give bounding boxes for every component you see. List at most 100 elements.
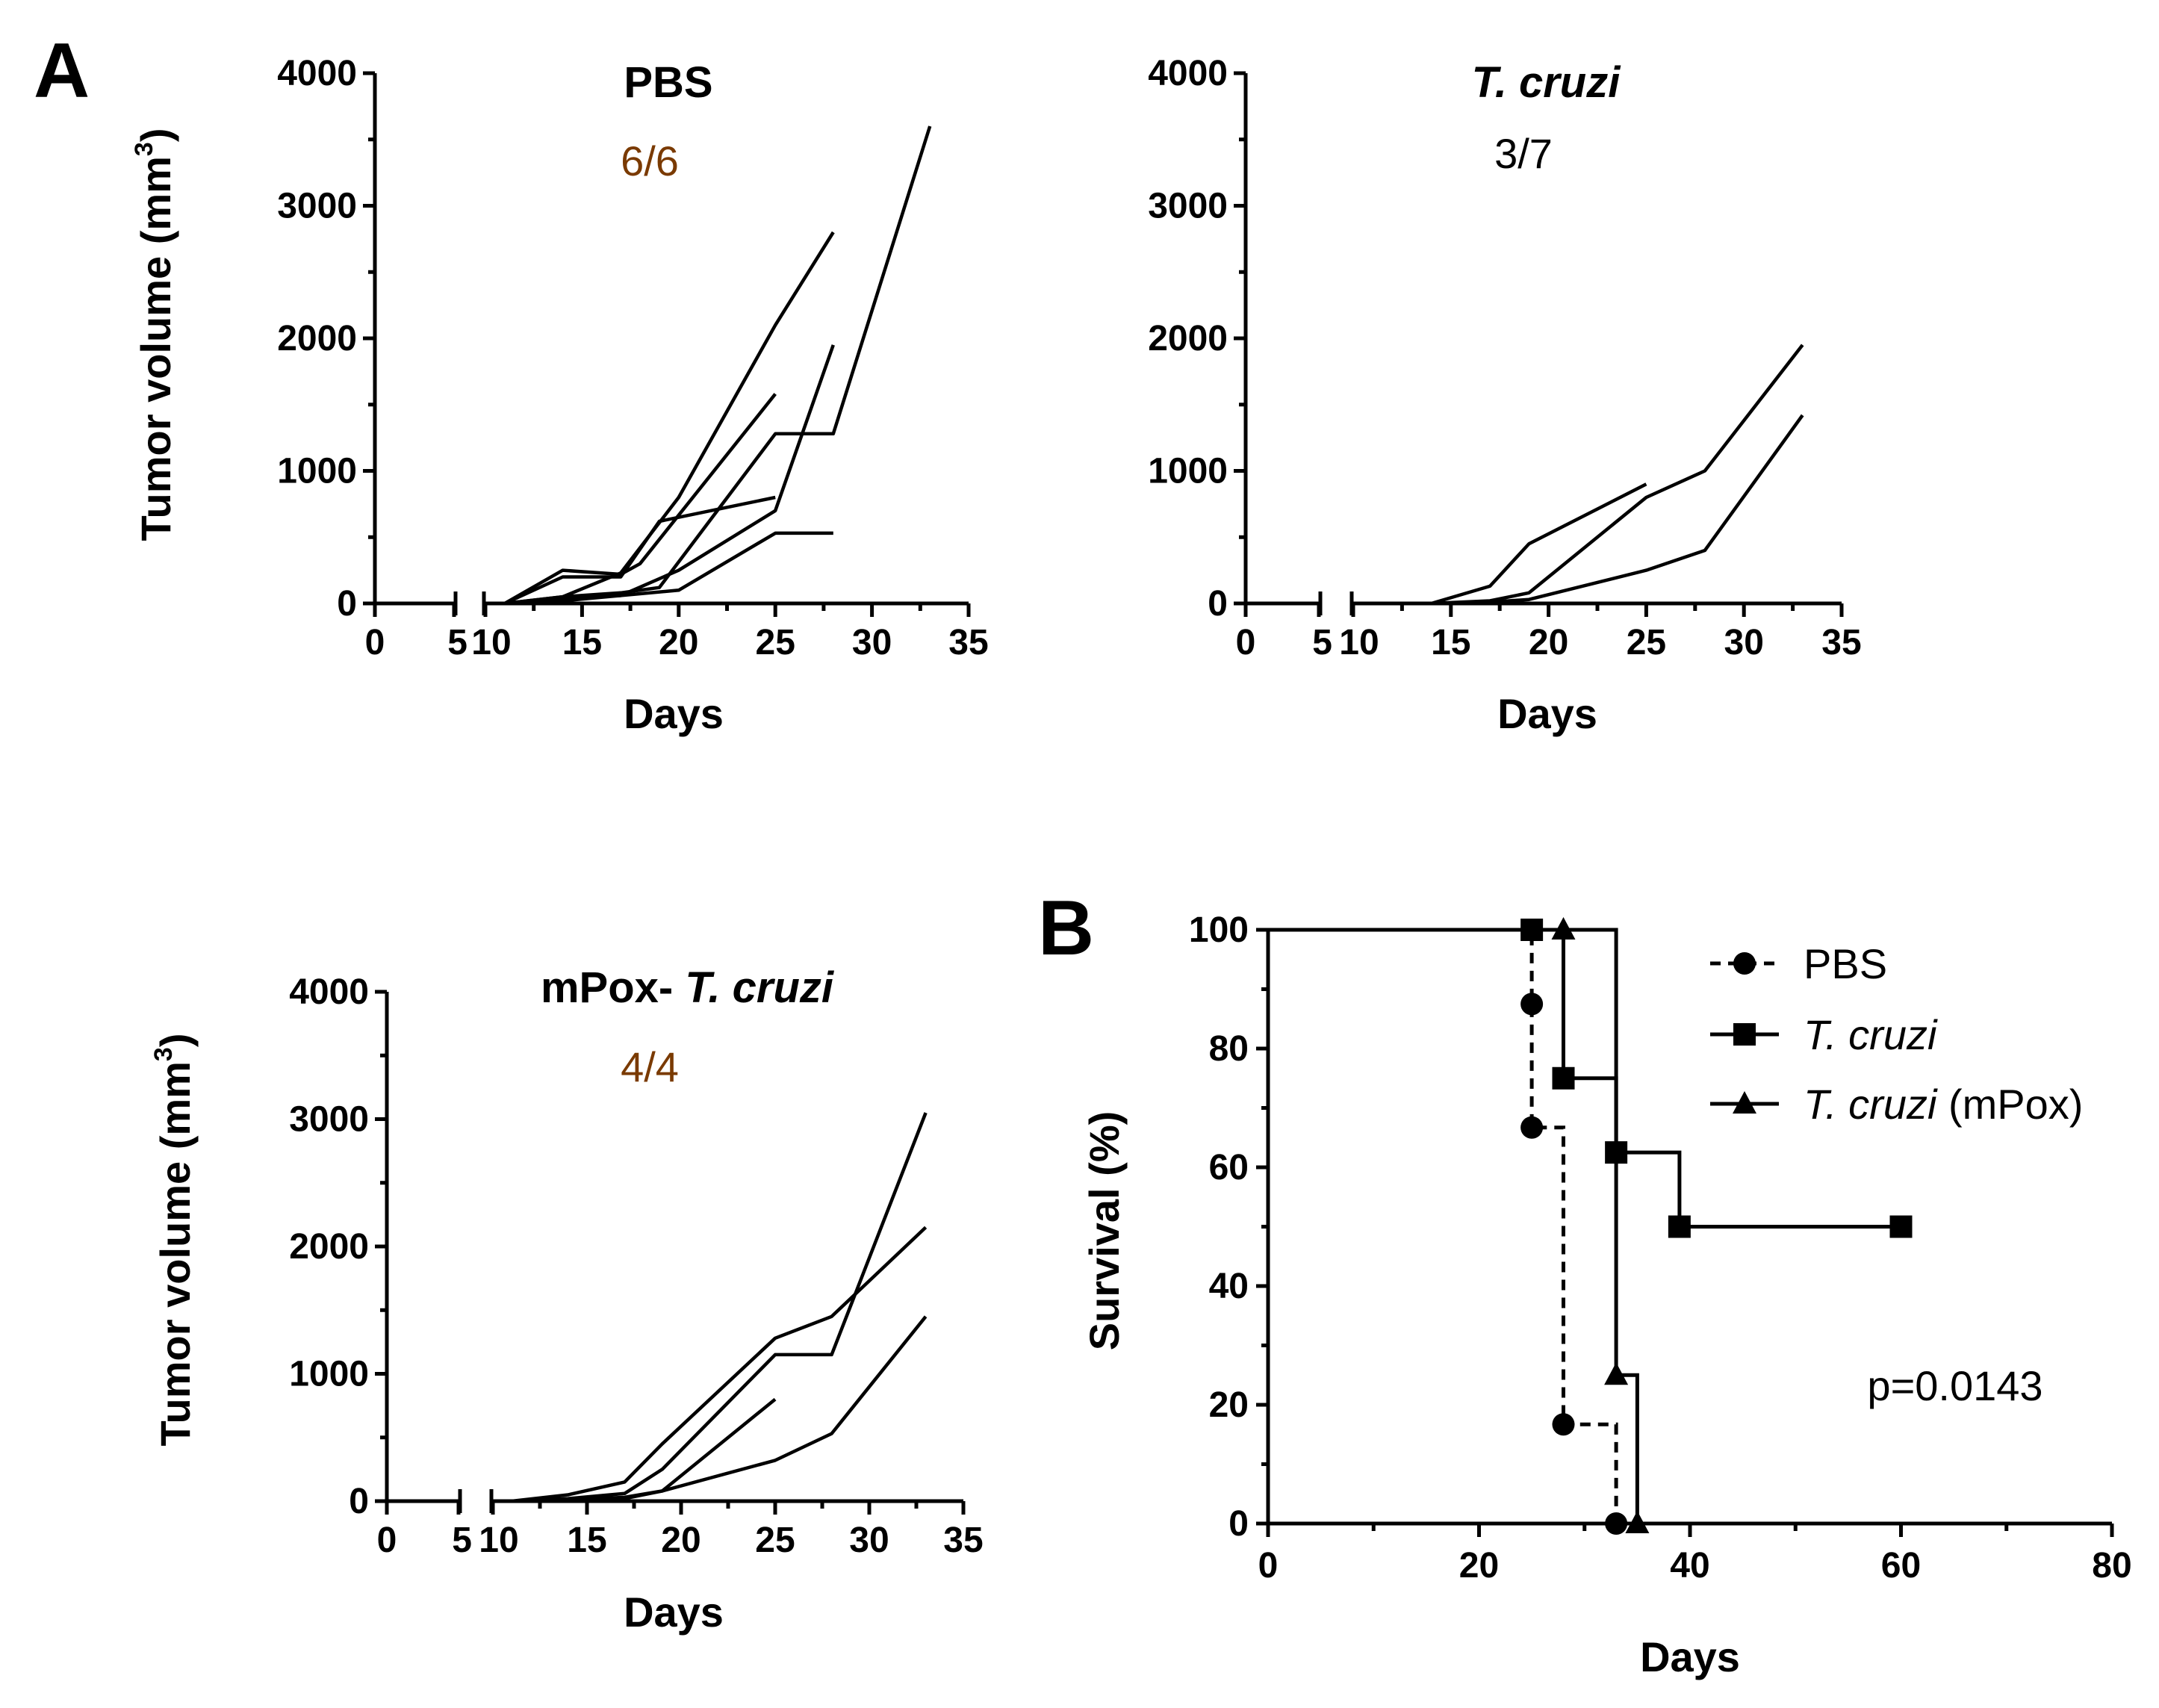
x-tick-label: 0	[365, 623, 385, 662]
x-tick-label: 10	[471, 623, 511, 662]
series-line	[1431, 414, 1804, 606]
legend-marker	[1733, 952, 1756, 975]
x-tick-label: 30	[1724, 623, 1764, 662]
x-tick-label: 25	[1627, 623, 1666, 662]
x-tick-label: 5	[452, 1521, 472, 1560]
x-tick-label: 10	[479, 1521, 518, 1560]
survival-marker	[1625, 1511, 1650, 1533]
x-tick-label: 0	[1258, 1546, 1279, 1586]
y-tick-label: 80	[1209, 1029, 1249, 1069]
chart-title: PBS	[624, 58, 712, 107]
series-line	[1430, 482, 1647, 606]
x-tick-label: 25	[756, 623, 795, 662]
x-tick-label: 5	[1312, 623, 1332, 662]
y-tick-label: 60	[1209, 1148, 1249, 1187]
series-line	[511, 1226, 928, 1503]
legend-label-name: PBS	[1804, 940, 1887, 987]
survival-curve	[1268, 928, 1618, 1524]
x-tick-label: 10	[1339, 623, 1379, 662]
survival-marker	[1552, 1066, 1575, 1090]
panel-b-label: B	[1038, 885, 1094, 972]
y-tick-label: 2000	[289, 1227, 369, 1267]
x-tick-label: 20	[1529, 623, 1568, 662]
series-group	[1430, 344, 1804, 606]
x-tick-label: 30	[849, 1521, 889, 1560]
axes: 0 20 40 60 80 100 0 20 40 60 80	[1189, 910, 2132, 1586]
chart-count: 6/6	[621, 137, 679, 184]
y-tick-label: 20	[1209, 1385, 1249, 1425]
legend-label: PBS	[1804, 940, 1887, 987]
x-tick-label: 15	[562, 623, 602, 662]
survival-curve	[1268, 928, 1639, 1524]
series-line	[503, 495, 776, 606]
series-line	[512, 1315, 928, 1503]
series-line	[504, 344, 835, 606]
survival-marker	[1668, 1215, 1691, 1238]
series-line	[568, 1397, 777, 1503]
y-tick-label: 0	[1208, 584, 1228, 624]
legend-label-suffix: (mPox)	[1936, 1081, 2083, 1128]
legend-label: T. cruzi (mPox)	[1804, 1081, 2083, 1128]
y-tick-label: 2000	[1148, 319, 1228, 358]
x-tick-label: 80	[2092, 1546, 2131, 1586]
y-tick-label: 0	[337, 584, 357, 624]
y-tick-label: 3000	[289, 1100, 369, 1140]
x-tick-label: 20	[661, 1521, 700, 1560]
panel-a-label: A	[34, 28, 90, 114]
y-axis-label: Tumor volume (mm3)	[130, 128, 179, 541]
series-group	[503, 125, 932, 606]
y-tick-label: 1000	[277, 452, 357, 491]
legend-label-name: T. cruzi	[1804, 1081, 1938, 1128]
x-tick-label: 40	[1670, 1546, 1709, 1586]
x-tick-label: 35	[1821, 623, 1861, 662]
series-line	[1431, 344, 1804, 606]
x-tick-label: 5	[447, 623, 467, 662]
y-tick-label: 4000	[289, 972, 369, 1012]
x-tick-label: 15	[1431, 623, 1470, 662]
chart-t-cruzi: T. cruzi 3/7 Days 0 1000 2000 3000 4000 0 5 10 1…	[1148, 54, 1861, 737]
x-tick-label: 20	[659, 623, 698, 662]
legend-label-name: T. cruzi	[1804, 1011, 1938, 1058]
chart-count: 4/4	[621, 1043, 679, 1090]
y-tick-label: 3000	[277, 187, 357, 226]
survival-marker	[1889, 1215, 1913, 1238]
chart-title: T. cruzi	[1472, 58, 1622, 107]
x-tick-label: 25	[755, 1521, 795, 1560]
chart-count: 3/7	[1494, 130, 1553, 177]
x-tick-label: 0	[1236, 623, 1256, 662]
legend-label: T. cruzi	[1804, 1011, 1938, 1058]
survival-marker	[1552, 1413, 1575, 1436]
x-tick-label: 35	[948, 623, 988, 662]
axes: 0 1000 2000 3000 4000 0 5 10 15 20 25 30 35	[289, 972, 983, 1560]
series-line	[512, 1112, 928, 1503]
x-axis-label: Days	[1640, 1633, 1740, 1680]
y-axis-label: Survival (%)	[1081, 1111, 1128, 1351]
x-axis-label: Days	[1497, 690, 1597, 737]
survival-marker	[1520, 993, 1544, 1016]
y-tick-label: 3000	[1148, 187, 1228, 226]
y-tick-label: 100	[1189, 910, 1249, 950]
survival-marker	[1605, 1141, 1628, 1164]
x-tick-label: 20	[1459, 1546, 1499, 1586]
survival-marker	[1605, 1512, 1628, 1535]
axes: 0 1000 2000 3000 4000 0 5 10 15 20 25 30 35	[277, 54, 988, 662]
x-axis-label: Days	[624, 690, 724, 737]
x-tick-label: 0	[377, 1521, 397, 1560]
x-tick-label: 30	[852, 623, 892, 662]
p-value: p=0.0143	[1867, 1362, 2042, 1409]
x-tick-label: 15	[567, 1521, 606, 1560]
y-tick-label: 4000	[277, 54, 357, 93]
x-axis-label: Days	[624, 1589, 724, 1636]
y-tick-label: 4000	[1148, 54, 1228, 93]
legend-marker	[1733, 1091, 1756, 1114]
chart-survival: Survival (%) Days p=0.0143 0 20 40 60 80 100 0…	[1081, 910, 2132, 1680]
legend-marker	[1733, 1023, 1756, 1046]
x-tick-label: 35	[943, 1521, 983, 1560]
y-tick-label: 1000	[1148, 452, 1228, 491]
chart-mpox-t-cruzi: mPox- T. cruzi 4/4 Tumor volume (mm3) Da…	[149, 963, 984, 1636]
y-tick-label: 0	[349, 1482, 369, 1521]
series-line	[503, 393, 777, 605]
y-tick-label: 0	[1228, 1504, 1249, 1544]
